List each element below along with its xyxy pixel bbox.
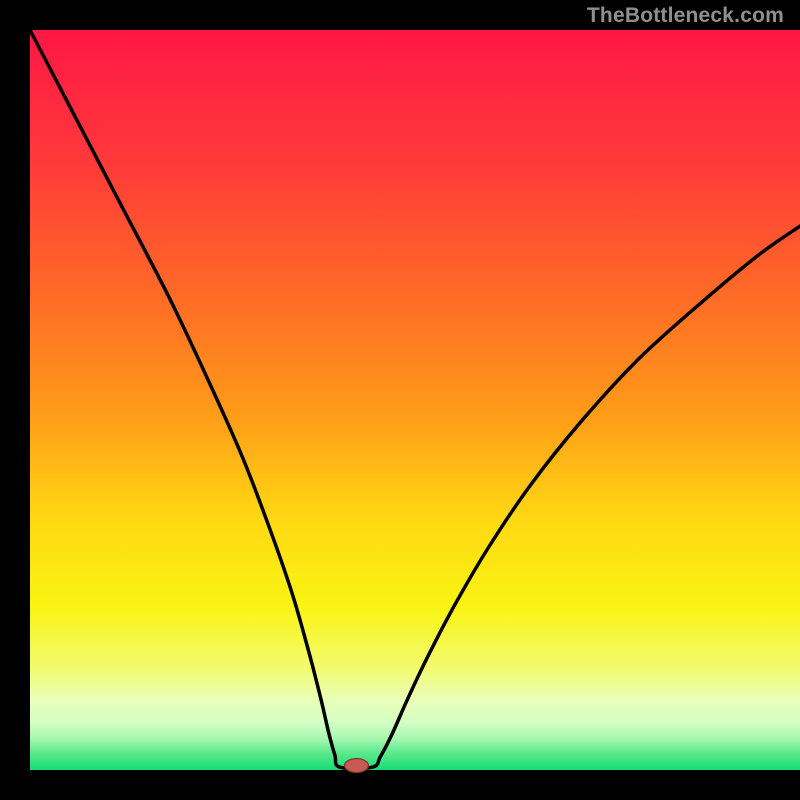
watermark-text: TheBottleneck.com xyxy=(587,4,784,28)
optimum-marker xyxy=(344,759,368,773)
chart-container: { "watermark": { "text": "TheBottleneck.… xyxy=(0,0,800,800)
plot-area xyxy=(30,30,800,770)
bottleneck-chart xyxy=(0,0,800,800)
